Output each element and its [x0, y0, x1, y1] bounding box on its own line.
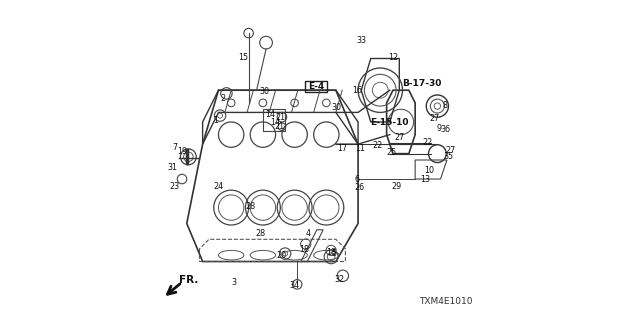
Text: 24: 24 — [213, 181, 223, 190]
Text: 13: 13 — [420, 175, 429, 184]
Text: 1: 1 — [213, 116, 218, 125]
Bar — [263, 109, 285, 132]
Text: 34: 34 — [290, 281, 300, 290]
Text: 29: 29 — [391, 181, 401, 190]
Text: 26: 26 — [355, 183, 365, 192]
Text: 32: 32 — [334, 276, 344, 284]
Text: 22: 22 — [422, 138, 433, 147]
Text: 7: 7 — [172, 143, 177, 152]
Text: 15: 15 — [238, 53, 248, 62]
Text: 12: 12 — [388, 53, 398, 62]
Text: 3: 3 — [231, 278, 236, 287]
Text: 30: 30 — [259, 87, 269, 96]
Text: 8: 8 — [443, 101, 448, 110]
Text: 31: 31 — [168, 164, 177, 172]
Text: 33: 33 — [356, 36, 366, 44]
Text: TXM4E1010: TXM4E1010 — [419, 297, 472, 306]
Text: 27: 27 — [394, 133, 404, 142]
Text: E-4: E-4 — [308, 82, 324, 91]
Text: 18: 18 — [326, 248, 336, 257]
Text: 4: 4 — [305, 229, 310, 238]
Text: 23: 23 — [169, 181, 179, 190]
Text: 19: 19 — [177, 147, 187, 156]
Text: 14: 14 — [270, 118, 280, 127]
Text: E-15-10: E-15-10 — [371, 118, 409, 127]
Text: 16: 16 — [353, 86, 362, 95]
Text: 21: 21 — [275, 113, 285, 122]
Text: 18: 18 — [299, 245, 309, 254]
Text: 27: 27 — [445, 146, 455, 155]
Text: 27: 27 — [429, 114, 439, 123]
Text: 17: 17 — [337, 144, 348, 153]
Text: 22: 22 — [372, 141, 383, 150]
Text: 10: 10 — [424, 166, 435, 175]
Text: 21: 21 — [275, 122, 284, 131]
Text: B-17-30: B-17-30 — [402, 79, 441, 88]
Text: FR.: FR. — [179, 275, 198, 285]
Text: 11: 11 — [356, 144, 365, 153]
Text: 14: 14 — [265, 110, 275, 119]
Text: 25: 25 — [387, 148, 397, 156]
Text: 36: 36 — [440, 125, 451, 134]
Text: 28: 28 — [255, 229, 266, 238]
Text: 35: 35 — [444, 152, 454, 161]
Text: 28: 28 — [246, 203, 256, 212]
Text: 30: 30 — [332, 103, 342, 112]
Text: 2: 2 — [221, 94, 226, 103]
Text: 6: 6 — [355, 175, 360, 184]
Text: 9: 9 — [436, 124, 442, 133]
Text: 5: 5 — [332, 249, 337, 258]
Text: 20: 20 — [277, 251, 287, 260]
